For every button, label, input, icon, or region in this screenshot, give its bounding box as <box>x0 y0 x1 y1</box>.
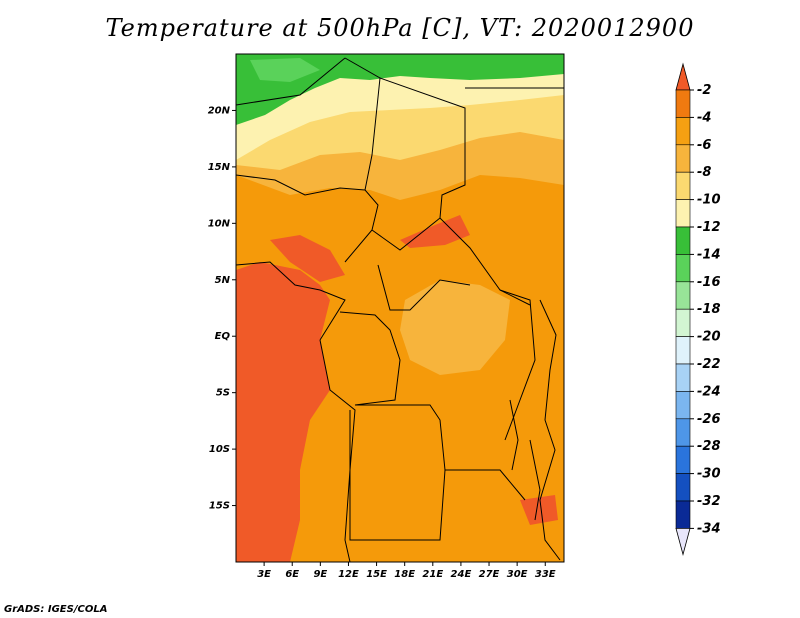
border-line <box>236 174 366 196</box>
latitude-axis: 20N 15N 10N 5N EQ 5S 10S 15S <box>208 105 236 512</box>
colorbar-box <box>675 308 691 337</box>
coastline <box>236 261 346 341</box>
colorbar-label: -20 <box>697 330 721 345</box>
lat-tick-label: EQ <box>215 331 231 342</box>
colorbar-label: -22 <box>697 357 721 372</box>
lat-tick-label: 5S <box>216 388 230 399</box>
lon-tick-label: 30E <box>507 569 528 580</box>
temperature-field <box>236 54 564 562</box>
colorbar-label: -4 <box>697 110 711 125</box>
colorbar-box <box>675 445 691 474</box>
coastline <box>319 339 356 562</box>
colorbar-box <box>675 391 691 420</box>
colorbar-label: -34 <box>697 521 721 536</box>
colorbar-box <box>675 363 691 392</box>
lon-tick-label: 18E <box>394 569 415 580</box>
field-region-lightgreen <box>250 58 320 82</box>
colorbar-box <box>675 199 691 228</box>
lon-tick-label: 24E <box>451 569 472 580</box>
colorbar-box <box>675 144 691 173</box>
colorbar-label: -14 <box>697 247 721 262</box>
colorbar-label: -32 <box>697 494 721 509</box>
lon-tick-label: 33E <box>535 569 556 580</box>
colorbar: -2 -4 -6 -8 -10 -12 -14 -16 -18 -20 -22 -24 -26 -28 -3… <box>675 62 721 556</box>
colorbar-box <box>675 117 691 146</box>
field-region-hot-west <box>236 262 330 562</box>
colorbar-label: -30 <box>697 467 721 482</box>
colorbar-box <box>675 254 691 283</box>
lake-malawi <box>529 439 541 521</box>
border-line <box>499 289 536 441</box>
colorbar-box <box>675 418 691 447</box>
lon-tick-label: 21E <box>422 569 443 580</box>
lon-tick-label: 27E <box>479 569 500 580</box>
colorbar-label: -2 <box>697 83 711 98</box>
longitude-axis: 3E 6E 9E 12E 15E 18E 21E 24E 27E 30E 33E <box>257 562 556 580</box>
colorbar-box <box>675 171 691 200</box>
border-line <box>377 264 471 311</box>
lat-tick-label: 10N <box>208 218 231 229</box>
lat-tick-label: 15N <box>208 162 231 173</box>
colorbar-label: -16 <box>697 275 721 290</box>
field-region-mild-central <box>400 280 510 375</box>
lat-tick-label: 20N <box>208 105 231 116</box>
lat-tick-label: 5N <box>215 275 231 286</box>
lake-tanganyika <box>509 399 519 471</box>
lon-tick-label: 9E <box>313 569 327 580</box>
credit-label: GrADS: IGES/COLA <box>4 604 108 615</box>
border-line <box>371 217 531 306</box>
field-region-hot-nigeria <box>270 235 345 282</box>
lon-tick-label: 3E <box>257 569 271 580</box>
border-line <box>236 57 346 106</box>
country-borders <box>236 57 564 562</box>
colorbar-label: -8 <box>697 165 711 180</box>
colorbar-box <box>675 473 691 502</box>
colorbar-label: -18 <box>697 302 721 317</box>
colorbar-box <box>675 500 691 529</box>
lon-tick-label: 6E <box>285 569 299 580</box>
colorbar-label: -6 <box>697 138 711 153</box>
field-region-green <box>236 54 564 125</box>
lat-tick-label: 10S <box>209 444 230 455</box>
colorbar-label: -12 <box>697 220 721 235</box>
border-line <box>539 299 561 561</box>
lon-tick-label: 12E <box>338 569 359 580</box>
colorbar-top-arrow <box>675 62 691 91</box>
colorbar-box <box>675 281 691 310</box>
colorbar-label: -28 <box>697 439 721 454</box>
colorbar-label: -26 <box>697 412 721 427</box>
border-line <box>339 311 401 406</box>
colorbar-box <box>675 89 691 118</box>
map-frame <box>235 53 565 563</box>
lat-tick-label: 15S <box>209 501 230 512</box>
map-title: Temperature at 500hPa [C], VT: 202001290… <box>105 14 695 42</box>
colorbar-label: -10 <box>697 193 721 208</box>
colorbar-box <box>675 336 691 365</box>
lon-tick-label: 15E <box>366 569 387 580</box>
border-line <box>379 77 466 219</box>
colorbar-box <box>675 226 691 255</box>
colorbar-label: -24 <box>697 384 721 399</box>
field-region-hot-southeast <box>520 495 558 525</box>
colorbar-bottom-arrow <box>675 528 691 556</box>
border-line <box>355 404 526 501</box>
field-region-hot-car <box>400 215 470 248</box>
